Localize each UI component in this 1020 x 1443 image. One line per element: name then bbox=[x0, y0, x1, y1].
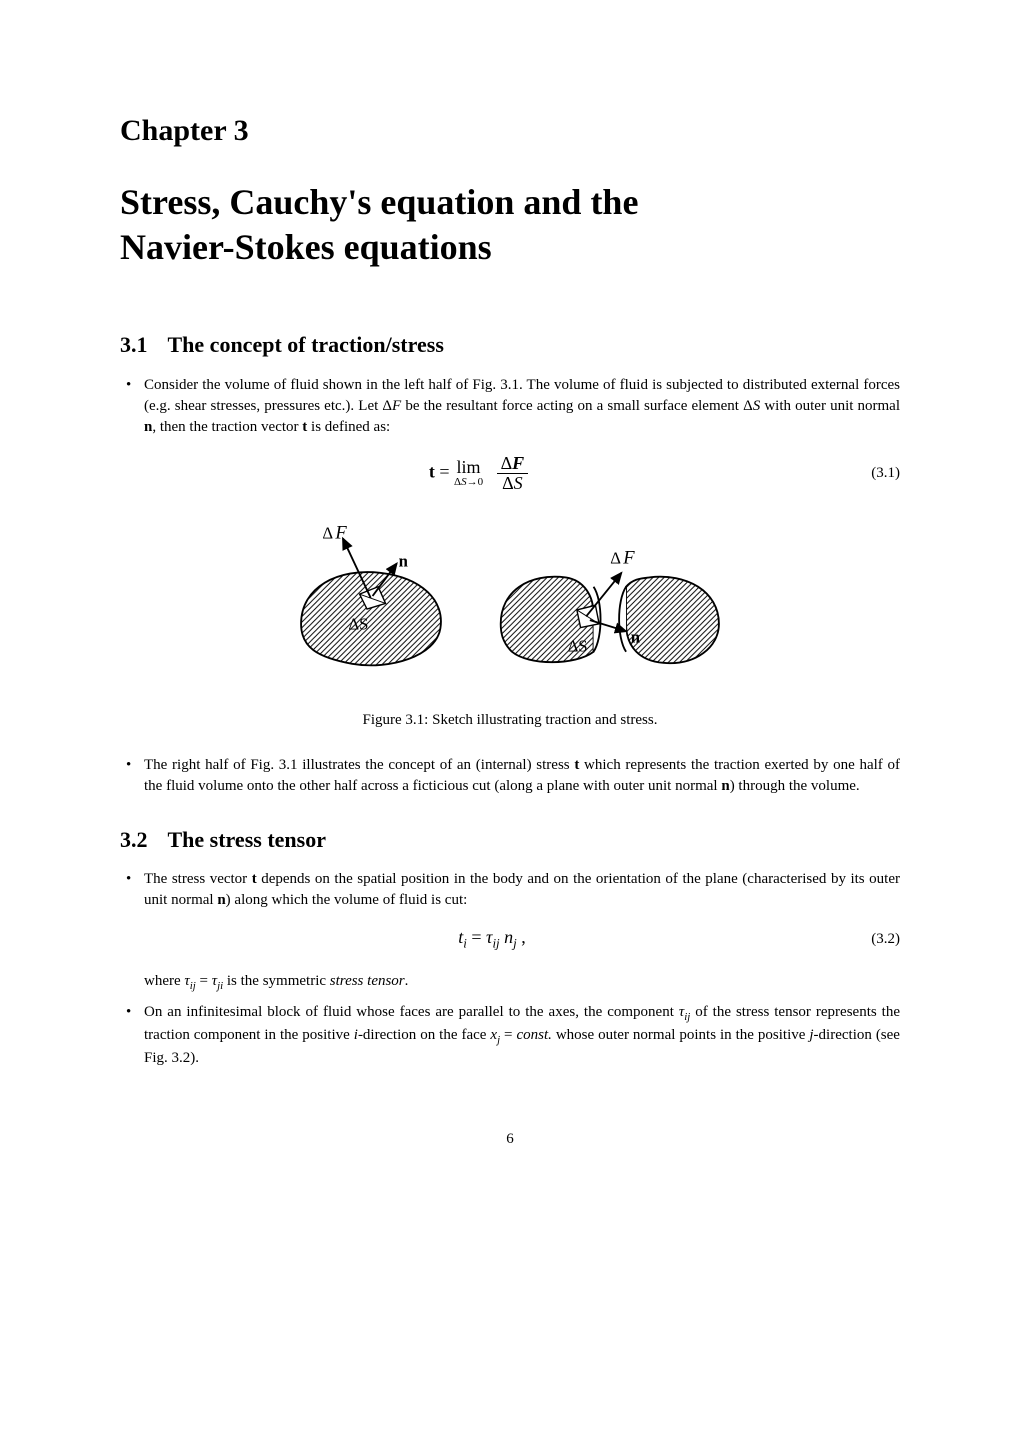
chapter-label: Chapter 3 bbox=[120, 110, 900, 152]
text: -direction on the face bbox=[358, 1027, 490, 1043]
sym-n: n bbox=[721, 778, 729, 794]
figure-3-1-svg: ΔF n ΔS ΔF n ΔS bbox=[250, 511, 770, 681]
sym-tau-ij: τij bbox=[679, 1004, 690, 1020]
section-3-1-title: The concept of traction/stress bbox=[168, 332, 444, 357]
section-3-1-bullet-2: The right half of Fig. 3.1 illustrates t… bbox=[144, 755, 900, 797]
equation-3-1: t = limΔS→0 ΔF ΔS (3.1) bbox=[120, 454, 900, 493]
section-3-2-number: 3.2 bbox=[120, 827, 148, 852]
svg-text:Δ: Δ bbox=[322, 523, 333, 542]
section-3-2-heading: 3.2 The stress tensor bbox=[120, 825, 900, 856]
sym-xj: xj bbox=[490, 1027, 500, 1043]
text: ) through the volume. bbox=[730, 778, 860, 794]
text: with outer unit normal bbox=[760, 398, 900, 414]
section-3-1-list-2: The right half of Fig. 3.1 illustrates t… bbox=[120, 755, 900, 797]
text: , then the traction vector bbox=[152, 419, 302, 435]
text: where bbox=[144, 973, 184, 989]
text: whose outer normal points in the positiv… bbox=[552, 1027, 810, 1043]
equation-3-2-body: ti = τij nj , bbox=[144, 925, 840, 953]
text: The right half of Fig. 3.1 illustrates t… bbox=[144, 757, 574, 773]
sym-n: n bbox=[217, 892, 225, 908]
sym-const: const. bbox=[516, 1027, 551, 1043]
figure-3-1-caption: Figure 3.1: Sketch illustrating traction… bbox=[120, 710, 900, 731]
term-stress-tensor: stress tensor bbox=[330, 973, 405, 989]
text: On an infinitesimal block of fluid whose… bbox=[144, 1004, 679, 1020]
text: ) along which the volume of fluid is cut… bbox=[226, 892, 468, 908]
svg-text:F: F bbox=[334, 522, 347, 543]
text: is defined as: bbox=[307, 419, 390, 435]
section-3-1-list: Consider the volume of fluid shown in th… bbox=[120, 375, 900, 438]
equation-3-1-number: (3.1) bbox=[840, 463, 900, 484]
svg-text:n: n bbox=[399, 551, 409, 570]
sym-F: F bbox=[392, 398, 401, 414]
section-3-2-list: The stress vector t depends on the spati… bbox=[120, 869, 900, 1069]
section-3-1-heading: 3.1 The concept of traction/stress bbox=[120, 330, 900, 361]
section-3-2-title: The stress tensor bbox=[168, 827, 326, 852]
sym-tau-ij: τij bbox=[184, 973, 195, 989]
section-3-1-number: 3.1 bbox=[120, 332, 148, 357]
text: The stress vector bbox=[144, 871, 252, 887]
sym-tau-ji: τji bbox=[212, 973, 223, 989]
figure-3-1: ΔF n ΔS ΔF n ΔS bbox=[120, 511, 900, 688]
text: is the symmetric bbox=[223, 973, 330, 989]
svg-text:Δ: Δ bbox=[610, 548, 621, 567]
svg-text:ΔS: ΔS bbox=[348, 614, 368, 633]
svg-text:F: F bbox=[622, 547, 635, 568]
text: be the resultant force acting on a small… bbox=[401, 398, 753, 414]
section-3-2-bullet-2: On an infinitesimal block of fluid whose… bbox=[144, 1002, 900, 1069]
chapter-title: Stress, Cauchy's equation and the Navier… bbox=[120, 180, 900, 270]
equation-3-2: ti = τij nj , (3.2) bbox=[144, 925, 900, 953]
section-3-2-bullet-1: The stress vector t depends on the spati… bbox=[144, 869, 900, 994]
svg-text:ΔS: ΔS bbox=[568, 636, 588, 655]
equation-3-2-number: (3.2) bbox=[840, 929, 900, 950]
text: . bbox=[405, 973, 409, 989]
section-3-1-bullet-1: Consider the volume of fluid shown in th… bbox=[144, 375, 900, 438]
page-number: 6 bbox=[120, 1129, 900, 1150]
chapter-title-line2: Navier-Stokes equations bbox=[120, 227, 492, 267]
svg-text:n: n bbox=[631, 627, 641, 646]
equation-3-1-body: t = limΔS→0 ΔF ΔS bbox=[120, 454, 840, 493]
chapter-title-line1: Stress, Cauchy's equation and the bbox=[120, 182, 638, 222]
